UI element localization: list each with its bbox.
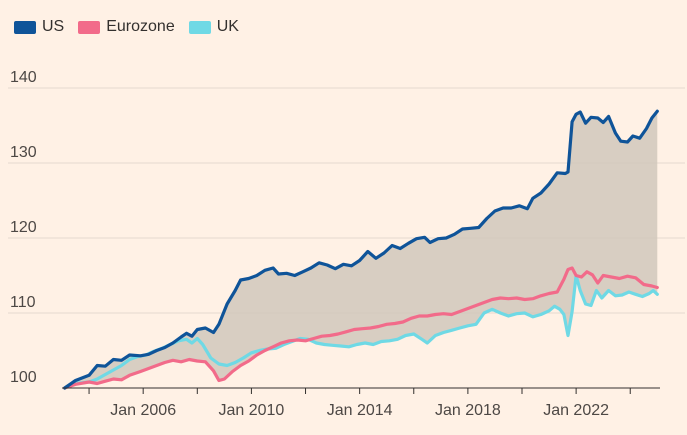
x-tick-label: Jan 2006 bbox=[110, 402, 176, 419]
legend: US Eurozone UK bbox=[14, 18, 239, 36]
series-line-us bbox=[63, 109, 659, 390]
y-axis: 100 110 120 130 140 bbox=[10, 69, 37, 386]
series-lines bbox=[63, 109, 659, 390]
legend-swatch-eurozone bbox=[78, 20, 101, 34]
series-line-eurozone bbox=[63, 266, 659, 390]
y-tick-label: 130 bbox=[10, 144, 37, 161]
x-tick-label: Jan 2018 bbox=[435, 402, 501, 419]
legend-label-eurozone: Eurozone bbox=[106, 18, 175, 35]
y-tick-label: 110 bbox=[10, 294, 36, 311]
y-tick-label: 100 bbox=[10, 369, 37, 386]
x-tick-label: Jan 2014 bbox=[327, 402, 393, 419]
legend-item-us: US bbox=[14, 18, 64, 36]
x-tick-label: Jan 2010 bbox=[218, 402, 284, 419]
x-tick-label: Jan 2022 bbox=[543, 402, 609, 419]
y-tick-label: 120 bbox=[10, 219, 37, 236]
y-tick-label: 140 bbox=[10, 69, 37, 86]
legend-item-eurozone: Eurozone bbox=[78, 18, 175, 36]
legend-item-uk: UK bbox=[188, 18, 239, 36]
legend-swatch-us bbox=[14, 20, 36, 34]
legend-label-uk: UK bbox=[216, 18, 239, 35]
legend-swatch-uk bbox=[188, 20, 211, 34]
series-line-uk bbox=[63, 273, 659, 390]
x-axis: Jan 2006 Jan 2010 Jan 2014 Jan 2018 Jan 2022 bbox=[88, 388, 631, 419]
legend-label-us: US bbox=[42, 18, 65, 35]
